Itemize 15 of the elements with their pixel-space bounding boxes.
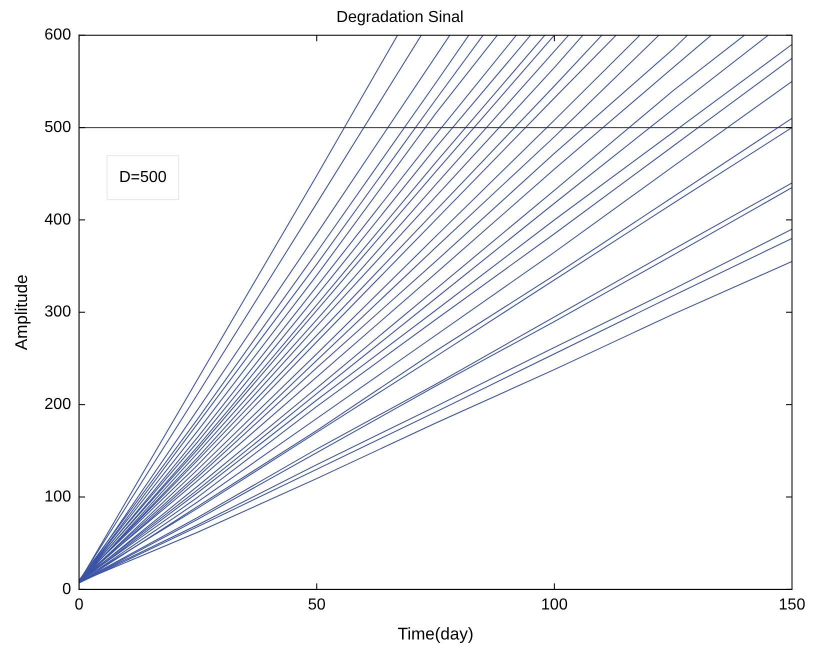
x-tick-label: 100 <box>541 596 568 614</box>
y-axis-title: Amplitude <box>12 274 31 350</box>
y-tick-label: 400 <box>44 211 72 228</box>
y-tick-label: 100 <box>44 488 72 506</box>
y-tick-label: 500 <box>44 118 72 136</box>
y-tick-label: 300 <box>44 304 72 321</box>
x-tick-label: 0 <box>74 596 84 614</box>
chart-title: Degradation Sinal <box>336 9 464 26</box>
y-tick-label: 200 <box>44 396 72 414</box>
ref-line-label: D=500 <box>119 168 167 186</box>
x-tick-label: 150 <box>778 596 806 614</box>
y-tick-label: 600 <box>44 26 72 44</box>
x-tick-label: 50 <box>308 596 326 614</box>
x-axis-title: Time(day) <box>398 624 474 644</box>
y-tick-label: 0 <box>62 580 72 598</box>
